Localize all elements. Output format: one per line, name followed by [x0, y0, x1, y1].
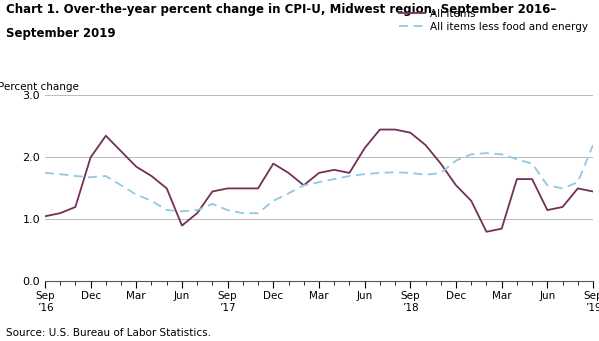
All items	[498, 227, 506, 231]
All items	[132, 165, 140, 169]
All items less food and energy	[392, 170, 399, 174]
All items	[72, 205, 79, 209]
All items less food and energy	[589, 143, 597, 147]
All items less food and energy	[346, 174, 353, 178]
All items	[528, 177, 536, 181]
All items	[376, 128, 383, 132]
All items	[148, 174, 155, 178]
All items	[117, 149, 125, 153]
All items less food and energy	[544, 183, 551, 187]
All items	[255, 186, 262, 190]
All items	[224, 186, 231, 190]
All items	[422, 143, 429, 147]
All items less food and energy	[102, 174, 110, 178]
All items	[407, 131, 414, 135]
All items	[179, 224, 186, 228]
All items less food and energy	[452, 159, 459, 163]
All items less food and energy	[163, 208, 170, 212]
All items less food and energy	[285, 191, 292, 195]
All items	[468, 199, 475, 203]
All items less food and energy	[193, 208, 201, 212]
All items less food and energy	[148, 199, 155, 203]
All items less food and energy	[72, 174, 79, 178]
Text: September 2019: September 2019	[6, 27, 116, 40]
All items	[270, 162, 277, 166]
All items	[589, 190, 597, 194]
All items less food and energy	[361, 172, 368, 176]
Line: All items less food and energy: All items less food and energy	[45, 145, 593, 213]
All items less food and energy	[376, 171, 383, 175]
All items	[316, 171, 323, 175]
All items less food and energy	[407, 171, 414, 175]
All items less food and energy	[422, 173, 429, 177]
All items	[574, 186, 582, 190]
All items less food and energy	[132, 193, 140, 197]
All items	[361, 146, 368, 150]
All items less food and energy	[300, 183, 307, 187]
All items less food and energy	[513, 157, 521, 161]
All items	[209, 190, 216, 194]
All items	[452, 183, 459, 187]
All items less food and energy	[316, 180, 323, 184]
All items	[41, 214, 49, 218]
All items less food and energy	[468, 152, 475, 157]
All items less food and energy	[239, 211, 246, 215]
All items	[559, 205, 566, 209]
All items less food and energy	[41, 171, 49, 175]
All items	[193, 211, 201, 215]
All items	[87, 155, 94, 160]
All items less food and energy	[498, 152, 506, 157]
All items	[346, 171, 353, 175]
Legend: All items, All items less food and energy: All items, All items less food and energ…	[398, 9, 588, 32]
All items	[392, 128, 399, 132]
All items	[285, 171, 292, 175]
All items	[544, 208, 551, 212]
All items less food and energy	[56, 172, 63, 176]
All items less food and energy	[483, 151, 490, 155]
All items less food and energy	[87, 175, 94, 179]
Text: Source: U.S. Bureau of Labor Statistics.: Source: U.S. Bureau of Labor Statistics.	[6, 328, 211, 338]
All items less food and energy	[224, 208, 231, 212]
All items	[331, 168, 338, 172]
All items	[483, 230, 490, 234]
Text: Percent change: Percent change	[0, 82, 79, 92]
All items less food and energy	[209, 202, 216, 206]
All items	[437, 162, 444, 166]
All items less food and energy	[574, 180, 582, 184]
All items less food and energy	[117, 183, 125, 187]
All items less food and energy	[559, 186, 566, 190]
All items less food and energy	[528, 162, 536, 166]
All items	[163, 186, 170, 190]
All items	[56, 211, 63, 215]
All items	[513, 177, 521, 181]
All items less food and energy	[331, 177, 338, 181]
All items less food and energy	[270, 199, 277, 203]
Line: All items: All items	[45, 130, 593, 232]
All items	[239, 186, 246, 190]
Text: Chart 1. Over-the-year percent change in CPI-U, Midwest region, September 2016–: Chart 1. Over-the-year percent change in…	[6, 3, 556, 16]
All items less food and energy	[255, 211, 262, 215]
All items less food and energy	[437, 171, 444, 175]
All items less food and energy	[179, 209, 186, 213]
All items	[300, 183, 307, 187]
All items	[102, 134, 110, 138]
